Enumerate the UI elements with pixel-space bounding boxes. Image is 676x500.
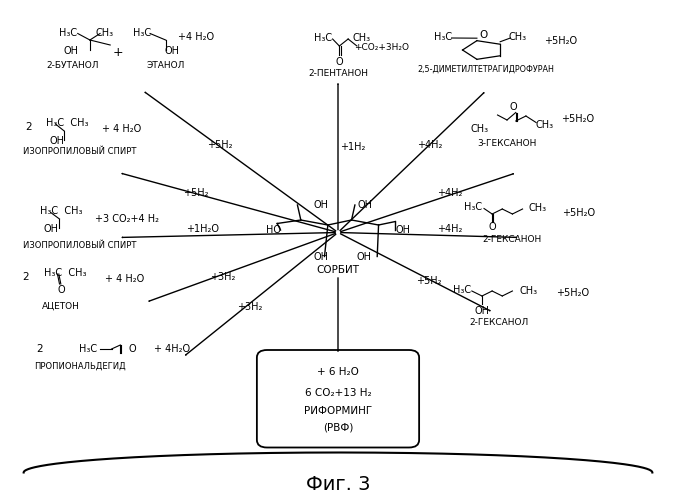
Text: + 4 H₂O: + 4 H₂O [105,274,145,283]
Text: + 6 H₂O: + 6 H₂O [317,368,359,378]
Text: O: O [335,57,343,67]
Text: ПРОПИОНАЛЬДЕГИД: ПРОПИОНАЛЬДЕГИД [34,362,126,370]
Text: +5H₂O: +5H₂O [544,36,578,46]
Text: O: O [479,30,487,40]
Text: OH: OH [50,136,65,146]
Text: CH₃: CH₃ [96,28,114,38]
Text: +: + [113,46,124,59]
Text: +4H₂: +4H₂ [437,224,462,234]
Text: + 4 H₂O: + 4 H₂O [102,124,141,134]
Text: +1H₂O: +1H₂O [187,224,219,234]
FancyBboxPatch shape [257,350,419,448]
Text: H₃C: H₃C [133,28,151,38]
Text: +CO₂+3H₂O: +CO₂+3H₂O [354,42,410,51]
Text: +5H₂: +5H₂ [207,140,233,150]
Text: CH₃: CH₃ [353,33,370,43]
Text: +5H₂O: +5H₂O [556,288,589,298]
Text: 2-ГЕКСАНОН: 2-ГЕКСАНОН [483,236,542,244]
Text: Фиг. 3: Фиг. 3 [306,474,370,494]
Text: + 4H₂O: + 4H₂O [154,344,191,354]
Text: +3 CO₂+4 H₂: +3 CO₂+4 H₂ [95,214,159,224]
Text: OH: OH [314,200,329,210]
Text: OH: OH [358,200,372,210]
Text: +4 H₂O: +4 H₂O [178,32,214,42]
Text: +1H₂: +1H₂ [340,142,366,152]
Text: 6 CO₂+13 H₂: 6 CO₂+13 H₂ [305,388,371,398]
Text: H₃C: H₃C [434,32,452,42]
Text: АЦЕТОН: АЦЕТОН [42,302,80,310]
Text: CH₃: CH₃ [535,120,553,130]
Text: +4H₂: +4H₂ [437,188,462,198]
Text: OH: OH [475,306,489,316]
Text: 2: 2 [25,122,32,132]
Text: OH: OH [314,252,329,262]
Text: O: O [510,102,518,113]
Text: OH: OH [395,225,410,235]
Text: +5H₂: +5H₂ [183,188,209,198]
Text: 2-БУТАНОЛ: 2-БУТАНОЛ [46,62,99,70]
Text: H₃C: H₃C [314,33,332,43]
Text: OH: OH [165,46,180,56]
Text: ЭТАНОЛ: ЭТАНОЛ [147,62,185,70]
Text: CH₃: CH₃ [520,286,537,296]
Text: 2: 2 [36,344,43,354]
Text: H₃C: H₃C [79,344,97,354]
Text: CH₃: CH₃ [508,32,526,42]
Text: OH: OH [43,224,58,234]
Text: РИФОРМИНГ: РИФОРМИНГ [304,406,372,416]
Text: 2-ПЕНТАНОН: 2-ПЕНТАНОН [308,68,368,78]
Text: +4H₂: +4H₂ [416,140,442,150]
Text: CH₃: CH₃ [529,203,546,213]
Text: H₃C: H₃C [453,285,470,295]
Text: (РВФ): (РВФ) [323,422,353,432]
Text: +5H₂O: +5H₂O [562,208,596,218]
Text: O: O [57,285,65,295]
Text: +5H₂: +5H₂ [416,276,442,286]
Text: +3H₂: +3H₂ [237,302,263,312]
Text: 2: 2 [22,272,29,282]
Text: CH₃: CH₃ [471,124,489,134]
Text: +5H₂O: +5H₂O [561,114,595,124]
Text: H₃C  CH₃: H₃C CH₃ [45,268,87,278]
Text: ИЗОПРОПИЛОВЫЙ СПИРТ: ИЗОПРОПИЛОВЫЙ СПИРТ [23,147,137,156]
Text: O: O [488,222,496,232]
Text: OH: OH [64,46,78,56]
Text: H₃C: H₃C [59,28,76,38]
Text: СОРБИТ: СОРБИТ [316,265,360,275]
Text: +3H₂: +3H₂ [210,272,236,281]
Text: OH: OH [356,252,371,262]
Text: 3-ГЕКСАНОН: 3-ГЕКСАНОН [477,140,537,148]
Text: H₃C  CH₃: H₃C CH₃ [47,118,89,128]
Text: H₃C: H₃C [464,202,482,212]
Text: ИЗОПРОПИЛОВЫЙ СПИРТ: ИЗОПРОПИЛОВЫЙ СПИРТ [23,240,137,250]
Text: 2,5-ДИМЕТИЛТЕТРАГИДРОФУРАН: 2,5-ДИМЕТИЛТЕТРАГИДРОФУРАН [417,64,554,74]
Text: H₃C  CH₃: H₃C CH₃ [40,206,82,216]
Text: HO: HO [266,225,281,235]
Text: 2-ГЕКСАНОЛ: 2-ГЕКСАНОЛ [469,318,529,327]
Text: O: O [128,344,136,354]
